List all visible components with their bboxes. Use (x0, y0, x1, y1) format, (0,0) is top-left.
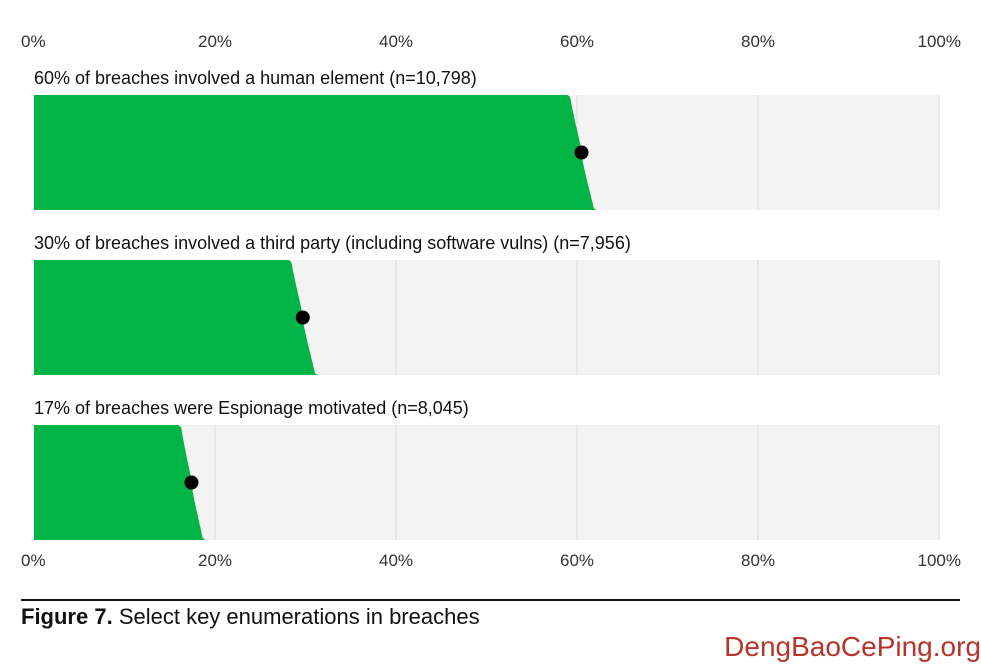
point-estimate (574, 145, 589, 160)
bar (34, 95, 598, 210)
caption-text: Select key enumerations in breaches (118, 604, 480, 629)
bottom-tick-label: 60% (560, 551, 594, 570)
caption-prefix: Figure 7. (21, 604, 113, 629)
chart-rows: 60% of breaches involved a human element… (34, 68, 940, 540)
top-tick-label: 100% (918, 32, 961, 51)
point-estimate (184, 475, 199, 490)
caption-rule (21, 599, 960, 601)
bottom-tick-label: 80% (741, 551, 775, 570)
top-axis-ticks: 0% 20% 40% 60% 80% 100% (21, 32, 961, 51)
bar-label: 30% of breaches involved a third party (… (34, 233, 631, 253)
top-tick-label: 0% (21, 32, 46, 51)
bar-label: 60% of breaches involved a human element… (34, 68, 477, 88)
chart-row: 30% of breaches involved a third party (… (34, 233, 940, 375)
top-tick-label: 40% (379, 32, 413, 51)
top-tick-label: 60% (560, 32, 594, 51)
bar (34, 425, 207, 540)
watermark: DengBaoCePing.org (724, 631, 981, 662)
chart-row: 17% of breaches were Espionage motivated… (34, 398, 940, 540)
bar-label: 17% of breaches were Espionage motivated… (34, 398, 469, 418)
bar (34, 260, 319, 375)
bottom-tick-label: 20% (198, 551, 232, 570)
bottom-axis-ticks: 0% 20% 40% 60% 80% 100% (21, 551, 961, 570)
top-tick-label: 20% (198, 32, 232, 51)
bottom-tick-label: 0% (21, 551, 46, 570)
figure-caption: Figure 7. Select key enumerations in bre… (21, 604, 480, 630)
top-tick-label: 80% (741, 32, 775, 51)
bottom-tick-label: 40% (379, 551, 413, 570)
bottom-tick-label: 100% (918, 551, 961, 570)
point-estimate (295, 310, 310, 325)
chart-row: 60% of breaches involved a human element… (34, 68, 940, 210)
